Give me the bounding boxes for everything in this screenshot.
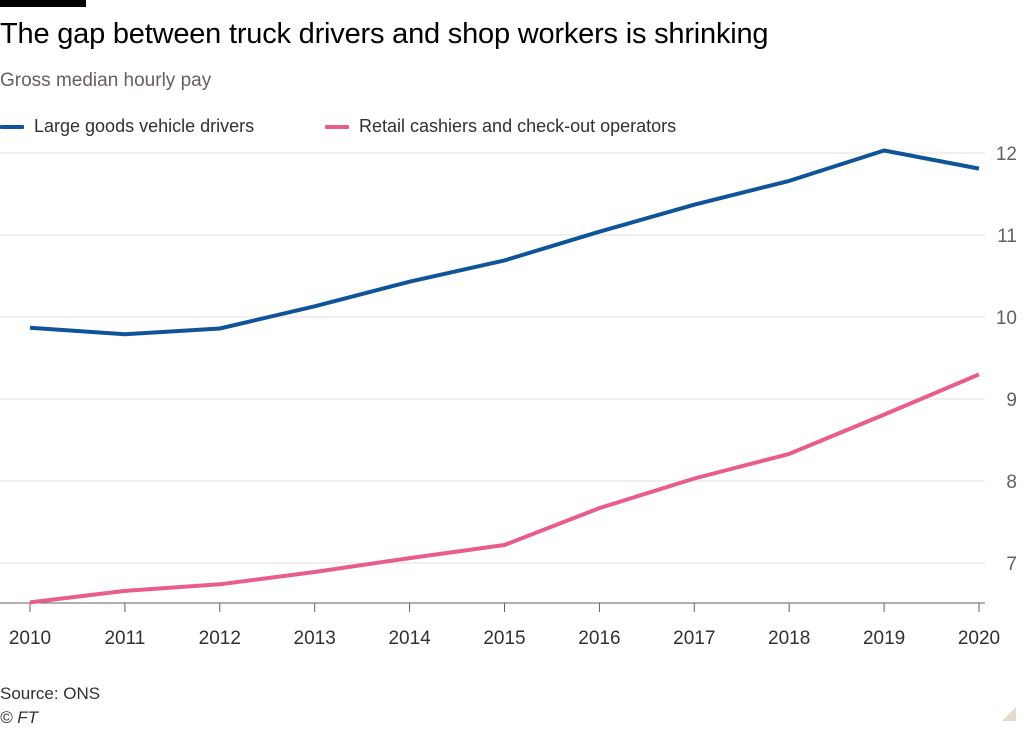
x-tick-label-2010: 2010 [9,628,51,649]
y-tick-label-12: 12 [996,144,1017,165]
y-tick-label-10: 10 [996,308,1017,329]
copyright-note: © FT [0,708,39,727]
x-tick-label-2018: 2018 [768,628,810,649]
source-note: Source: ONS [0,684,101,703]
x-tick-label-2014: 2014 [388,628,431,649]
legend-item-lgv-drivers: Large goods vehicle drivers [0,116,254,137]
series-line-lgv-drivers [29,148,980,337]
chart-title: The gap between truck drivers and shop w… [0,18,769,50]
series-line-retail-cashiers [29,372,980,605]
y-tick-label-8: 8 [1006,472,1017,493]
legend-swatch-lgv-drivers [0,124,24,129]
x-tick-label-2013: 2013 [294,628,336,649]
legend-swatch-retail-cashiers [325,124,349,129]
legend-label-lgv-drivers: Large goods vehicle drivers [34,116,255,136]
x-tick-label-2015: 2015 [483,628,525,649]
x-tick-label-2011: 2011 [104,628,145,649]
x-tick-label-2017: 2017 [673,628,715,649]
x-tick-label-2020: 2020 [958,628,1000,649]
brand-bar [0,0,86,7]
x-tick-label-2012: 2012 [199,628,241,649]
y-tick-label-7: 7 [1006,554,1017,575]
corner-fold-icon [1002,707,1016,721]
x-tick-label-2019: 2019 [863,628,905,649]
x-tick-label-2016: 2016 [578,628,620,649]
legend-item-retail-cashiers: Retail cashiers and check-out operators [325,116,676,137]
y-tick-label-11: 11 [997,226,1017,247]
legend-label-retail-cashiers: Retail cashiers and check-out operators [359,116,677,136]
chart-subtitle: Gross median hourly pay [0,70,212,91]
y-tick-label-9: 9 [1006,390,1017,411]
